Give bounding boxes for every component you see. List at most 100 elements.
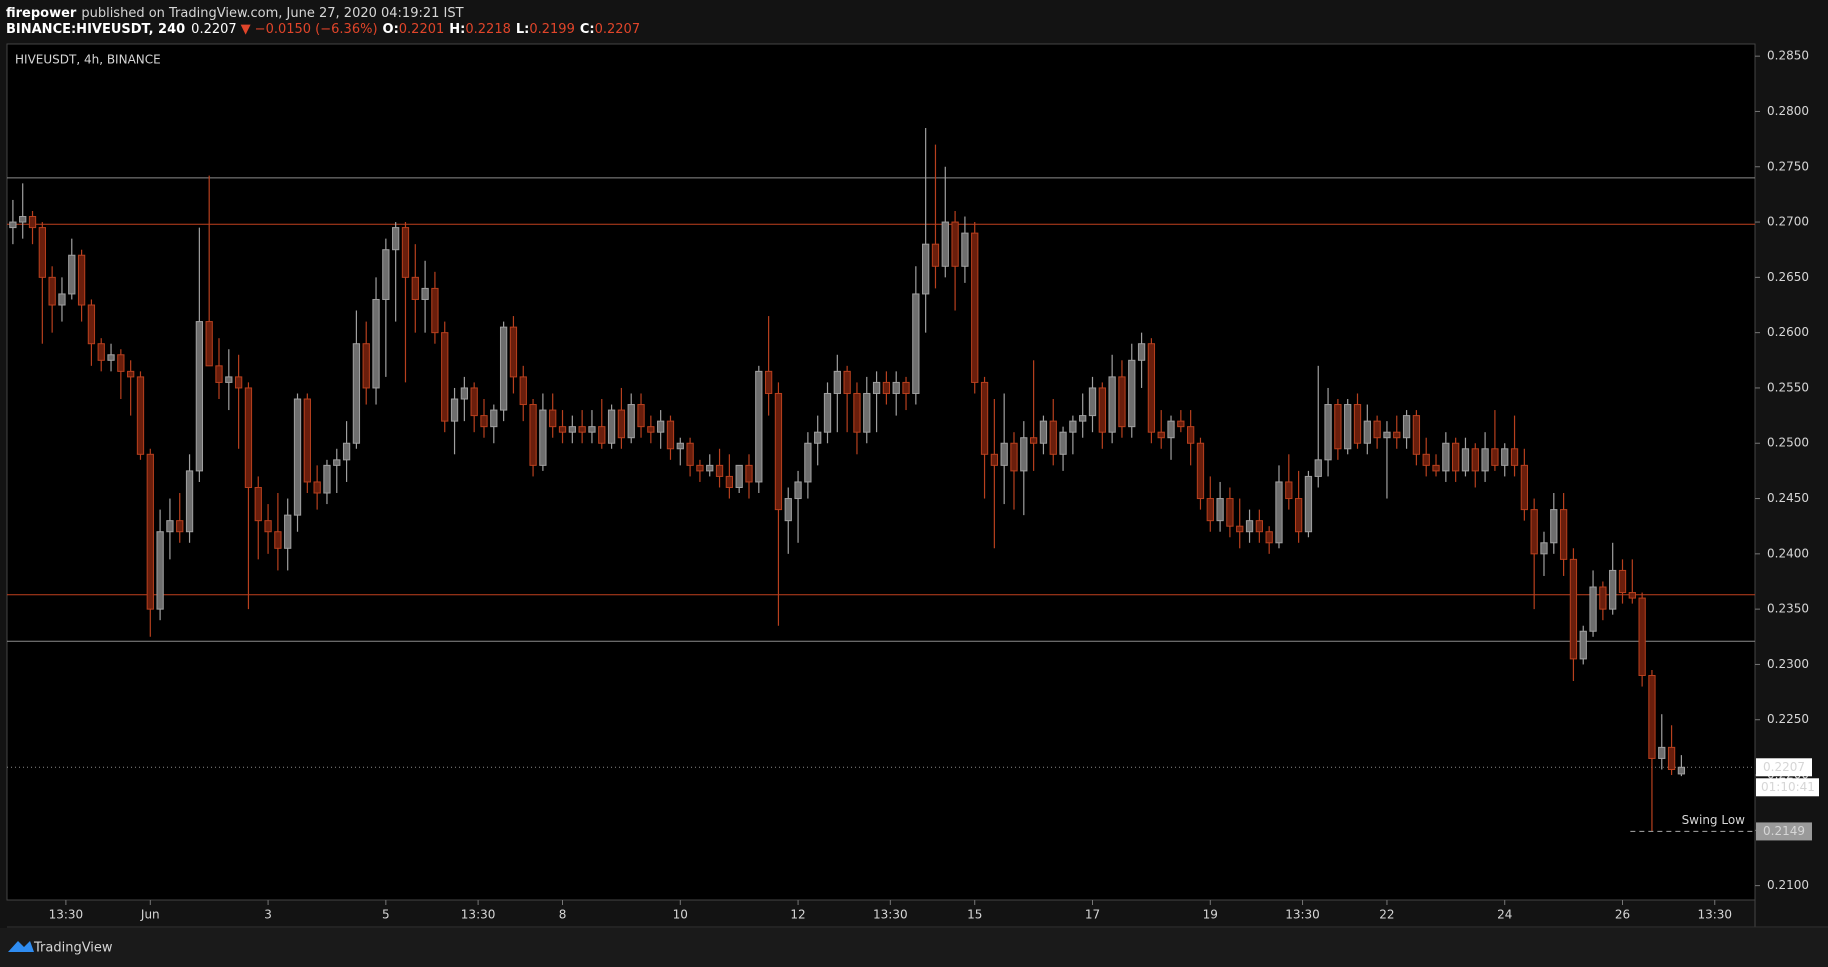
candle-body: [755, 370, 763, 483]
candle-body: [480, 415, 488, 428]
candle-body: [686, 442, 694, 466]
candle-body: [274, 531, 282, 549]
candle-body: [1020, 437, 1028, 472]
candle-body: [931, 243, 940, 267]
x-tick-label: 13:30: [1697, 908, 1732, 922]
candle-body: [1422, 453, 1430, 466]
candle-body: [244, 387, 253, 488]
candle-body: [1157, 431, 1165, 439]
last: 0.2207: [191, 22, 237, 37]
y-tick-label: 0.2450: [1767, 491, 1809, 505]
candle-body: [1667, 746, 1676, 770]
candle-body: [637, 404, 645, 428]
candle-body: [1520, 464, 1528, 511]
candle-body: [1638, 597, 1646, 676]
candle-body: [1059, 431, 1067, 455]
o: 0.2201: [399, 22, 445, 37]
candle-body: [499, 326, 508, 411]
x-tick-label: 13:30: [873, 908, 908, 922]
candle-body: [1481, 448, 1489, 472]
candle-body: [1491, 448, 1499, 466]
candle-body: [607, 409, 616, 444]
candle-body: [421, 287, 429, 300]
candle-body: [1363, 420, 1371, 444]
candle-body: [254, 486, 262, 522]
candle-body: [1383, 431, 1391, 439]
candle-body: [1412, 415, 1421, 455]
x-tick-label: 13:30: [461, 908, 496, 922]
x-tick-label: 13:30: [1285, 908, 1320, 922]
footer-bar: [0, 928, 1828, 967]
candle-body: [401, 227, 410, 278]
candle-body: [1000, 442, 1008, 466]
candle-body: [1540, 542, 1548, 555]
candle-body: [1373, 420, 1381, 439]
candle-body: [912, 293, 920, 394]
candle-body: [1088, 387, 1097, 417]
candle-body: [284, 514, 292, 549]
candle-body: [9, 221, 17, 229]
y-tick-label: 0.2350: [1767, 602, 1809, 616]
candle-body: [185, 470, 194, 533]
y-tick-label: 0.2250: [1767, 712, 1809, 726]
candle-body: [1334, 404, 1342, 450]
candle-body: [372, 298, 380, 389]
candle-body: [392, 227, 400, 251]
x-tick-label: 13:30: [49, 908, 84, 922]
brand-logo: [8, 941, 34, 952]
candle-body: [588, 426, 596, 433]
candle-body: [323, 464, 331, 494]
candle-body: [804, 442, 812, 483]
candle-body: [1353, 404, 1362, 444]
candle-body: [1442, 442, 1450, 472]
candle-body: [784, 498, 792, 522]
candle-body: [1530, 509, 1538, 555]
candle-body: [1137, 343, 1146, 361]
c-label: C:: [580, 22, 595, 37]
candle-body: [225, 376, 233, 383]
candle-body: [558, 426, 567, 433]
x-tick-label: 15: [967, 908, 982, 922]
candle-body: [1314, 459, 1322, 477]
candle-body: [794, 481, 802, 500]
candle-body: [431, 287, 439, 334]
candle-body: [176, 520, 184, 533]
candle-body: [1432, 464, 1440, 472]
candle-body: [48, 276, 56, 306]
candle-body: [971, 232, 979, 383]
candle-body: [706, 464, 714, 472]
candle-body: [117, 354, 125, 372]
candle-body: [146, 453, 154, 610]
x-tick-label: 17: [1085, 908, 1100, 922]
y-tick-label: 0.2600: [1767, 325, 1809, 339]
candle-body: [1294, 498, 1303, 533]
candle-body: [1599, 586, 1607, 610]
candle-body: [28, 216, 37, 229]
candle-body: [1245, 520, 1254, 533]
h-label: H:: [449, 22, 465, 37]
swing-low-tag: [1756, 822, 1812, 841]
candle-body: [1452, 442, 1460, 472]
candle-body: [814, 431, 822, 444]
candle-body: [234, 376, 243, 389]
candle-body: [725, 475, 734, 488]
candle-body: [1275, 481, 1283, 544]
candle-body: [1471, 448, 1479, 472]
candle-body: [166, 520, 174, 533]
candle-body: [715, 464, 724, 477]
candle-body: [1579, 630, 1587, 660]
candle-body: [58, 293, 66, 306]
last-price-label: 0.2207: [1763, 760, 1805, 774]
symbol: BINANCE:HIVEUSDT, 240: [6, 22, 185, 37]
candle-body: [745, 464, 753, 483]
candle-body: [1677, 766, 1686, 775]
candle-body: [676, 442, 684, 450]
y-tick-label: 0.2750: [1767, 159, 1809, 173]
y-tick-label: 0.2550: [1767, 380, 1809, 394]
o-label: O:: [383, 22, 399, 37]
candle-body: [647, 426, 655, 433]
candle-body: [68, 254, 76, 295]
candle-body: [264, 520, 272, 533]
candle-body: [1550, 509, 1558, 544]
candle-body: [156, 531, 164, 610]
